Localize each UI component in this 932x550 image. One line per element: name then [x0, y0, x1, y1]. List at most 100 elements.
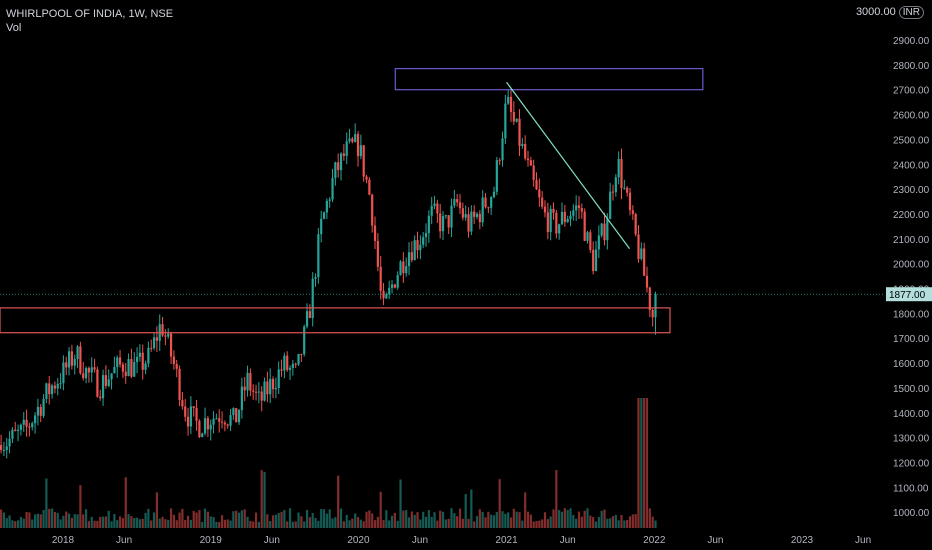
candle-body — [325, 200, 328, 213]
volume-bar — [104, 516, 107, 528]
volume-bar — [118, 516, 122, 528]
volume-bar — [439, 510, 442, 528]
volume-bar — [308, 517, 311, 528]
drawing-overlays[interactable] — [0, 67, 885, 334]
price-tick-label: 1000.00 — [893, 508, 930, 519]
volume-bar — [413, 514, 416, 528]
candle-body — [467, 214, 470, 232]
time-tick-label: Jun — [116, 535, 132, 546]
volume-bar — [274, 514, 277, 528]
candle-body — [597, 235, 600, 250]
volume-bar — [450, 508, 453, 528]
candle-body — [254, 391, 258, 393]
volume-bar — [348, 520, 351, 528]
volume-bar — [79, 485, 82, 528]
volume-bar — [334, 517, 337, 528]
volume-bar — [215, 521, 218, 528]
candle-body — [297, 353, 300, 365]
candle-body — [76, 346, 79, 360]
candle-body — [396, 275, 399, 288]
candle-body — [626, 187, 629, 193]
candle-body — [104, 375, 107, 386]
volume-bar — [575, 518, 578, 528]
volume-bar — [456, 516, 459, 528]
currency-badge[interactable]: 3000.00 INR — [856, 6, 924, 19]
resistance-zone — [394, 67, 704, 91]
volume-bar — [433, 512, 436, 528]
volume-bar — [178, 512, 181, 528]
volume-bar — [300, 516, 303, 528]
time-tick-label: Jun — [264, 535, 280, 546]
time-tick-label: Jun — [560, 535, 576, 546]
last-price-label: 1877.00 — [889, 290, 926, 301]
volume-bar — [501, 511, 504, 528]
candle-body — [116, 357, 119, 368]
price-tick-label: 1200.00 — [893, 458, 930, 469]
volume-bar — [538, 520, 541, 528]
volume-bar — [385, 510, 388, 528]
volume-bar — [546, 519, 549, 528]
candle-body — [65, 362, 68, 368]
candle-body — [271, 378, 275, 390]
candle-body — [84, 367, 88, 379]
candle-body — [5, 446, 8, 451]
price-axis: 2900.00 2800.00 2700.00 2600.00 2500.00 2400.… — [886, 36, 932, 519]
volume-bar — [379, 491, 382, 528]
volume-bar — [96, 520, 99, 528]
candle-body — [560, 211, 564, 225]
price-tick-label: 2900.00 — [893, 36, 930, 47]
volume-bar — [189, 519, 192, 528]
volume-bar — [552, 509, 555, 528]
volume-bar — [223, 519, 226, 528]
candle-body — [192, 406, 195, 409]
volume-bar — [594, 521, 598, 528]
candle-body — [280, 369, 283, 371]
volume-bar — [362, 521, 365, 528]
volume-bar — [569, 508, 572, 528]
candle-body — [189, 406, 192, 427]
candle-body — [628, 192, 632, 211]
candle-body — [232, 408, 235, 416]
volume-bar — [121, 518, 124, 528]
candle-body — [266, 381, 269, 395]
candle-body — [603, 223, 606, 241]
volume-bar — [0, 509, 3, 528]
candle-body — [532, 165, 535, 180]
price-tick-label: 2500.00 — [893, 135, 930, 146]
volume-bar — [464, 494, 467, 528]
candle-body — [59, 383, 62, 385]
volume-bar — [59, 519, 62, 528]
candle-body — [331, 177, 334, 200]
candle-body — [390, 284, 394, 288]
price-tick-label: 2000.00 — [893, 260, 930, 271]
candle-body — [379, 266, 382, 291]
volume-bar — [473, 521, 476, 528]
price-tick-label: 1300.00 — [893, 434, 930, 445]
candle-body — [161, 324, 164, 336]
volume-bar — [70, 517, 74, 528]
price-tick-label: 1700.00 — [893, 334, 930, 345]
candle-body — [614, 177, 617, 193]
volume-bar — [87, 521, 91, 528]
volume-bar — [184, 519, 187, 528]
candle-body — [286, 355, 289, 370]
candle-body — [252, 390, 255, 392]
candle-body — [470, 211, 473, 232]
candle-body — [240, 386, 243, 411]
candle-body — [501, 138, 504, 161]
volume-bar — [141, 518, 144, 528]
candle-body — [481, 197, 484, 223]
candle-body — [572, 210, 575, 216]
volume-bar — [563, 508, 566, 528]
volume-bar — [328, 509, 331, 528]
candle-body — [529, 160, 532, 166]
candle-body — [226, 424, 229, 426]
volume-bar — [39, 514, 42, 528]
volume-bar — [152, 512, 156, 528]
volume-bar — [271, 515, 275, 528]
volume-bar — [461, 518, 464, 528]
trendline — [506, 81, 631, 250]
candle-body — [229, 415, 232, 426]
volume-bar — [422, 511, 425, 528]
